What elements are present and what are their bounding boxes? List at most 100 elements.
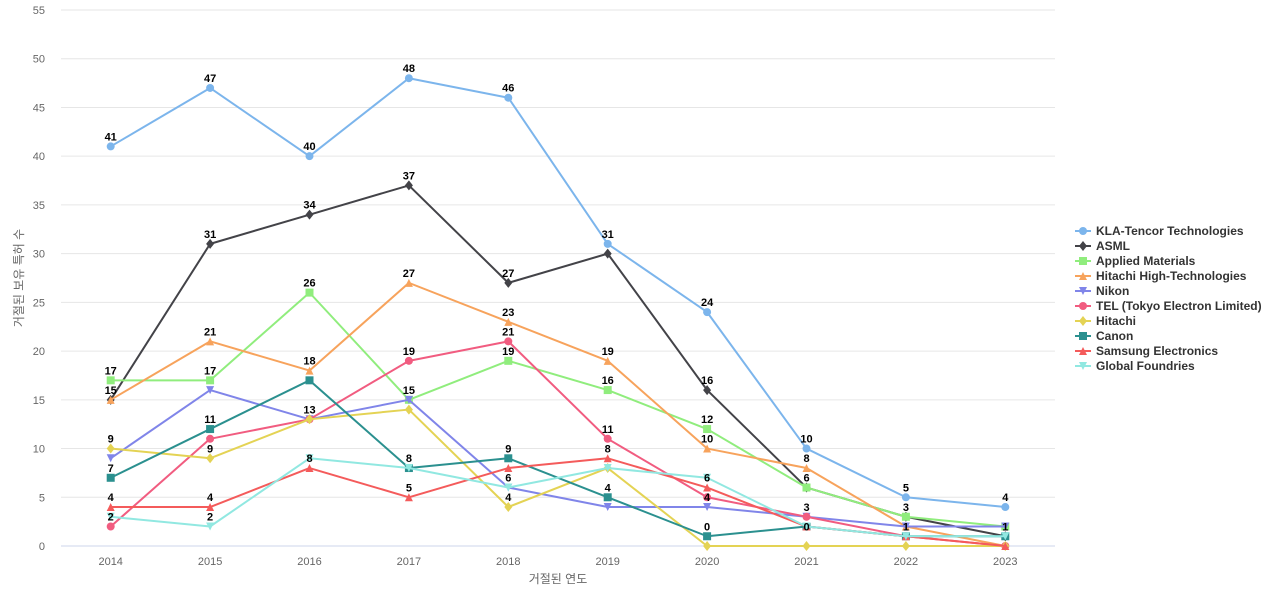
data-point (603, 464, 612, 473)
y-tick-label: 0 (39, 541, 45, 553)
data-point (703, 385, 712, 396)
x-axis-title: 거절된 연도 (529, 572, 588, 586)
legend-label: Hitachi High-Technologies (1096, 269, 1247, 283)
data-label: 41 (105, 131, 117, 143)
data-label: 2 (108, 512, 114, 524)
data-label: 8 (605, 443, 611, 455)
legend-item[interactable]: Global Foundries (1075, 359, 1195, 373)
data-label: 4 (108, 492, 115, 504)
y-tick-label: 45 (33, 102, 45, 114)
legend-item[interactable]: KLA-Tencor Technologies (1075, 224, 1244, 238)
data-label: 31 (204, 229, 216, 241)
legend-item[interactable]: Hitachi (1075, 314, 1136, 328)
data-point (703, 493, 712, 502)
data-label: 37 (403, 170, 415, 182)
data-point (404, 493, 413, 502)
data-point (703, 503, 712, 512)
legend-item[interactable]: Samsung Electronics (1075, 344, 1218, 358)
data-label: 4 (1002, 492, 1009, 504)
legend-item[interactable]: TEL (Tokyo Electron Limited) (1075, 299, 1262, 313)
data-label: 7 (108, 463, 114, 475)
data-point (603, 454, 612, 463)
data-point (206, 522, 215, 531)
y-tick-label: 5 (39, 492, 45, 504)
x-tick-label: 2018 (496, 556, 520, 568)
y-tick-label: 40 (33, 151, 45, 163)
legend-item[interactable]: ASML (1075, 239, 1130, 253)
data-label: 8 (406, 453, 412, 465)
data-point (1001, 542, 1010, 550)
data-label: 4 (207, 492, 214, 504)
legend-item[interactable]: Applied Materials (1075, 254, 1196, 268)
data-label: 0 (704, 521, 710, 533)
data-label: 27 (403, 268, 415, 280)
y-tick-label: 10 (33, 444, 45, 456)
x-axis-ticks: 2014 2015 2016 2017 2018 2019 2020 2021 2022 2023 (98, 556, 1017, 568)
data-label: 21 (204, 326, 216, 338)
x-tick-label: 2019 (595, 556, 619, 568)
data-point (901, 541, 910, 551)
data-point (603, 248, 612, 259)
data-point (206, 337, 215, 346)
legend-label: Samsung Electronics (1096, 344, 1218, 358)
data-point (603, 434, 612, 443)
data-point (603, 239, 612, 248)
data-label: 8 (306, 453, 312, 465)
data-label: 2 (207, 512, 213, 524)
series-line (110, 408, 1006, 547)
data-point (106, 522, 115, 531)
data-point (106, 454, 115, 463)
data-point (206, 503, 215, 512)
data-point (206, 453, 215, 464)
data-label: 27 (502, 268, 514, 280)
y-tick-label: 30 (33, 249, 45, 261)
series-line (110, 77, 1006, 509)
legend-item[interactable]: Nikon (1075, 284, 1129, 298)
data-point (404, 180, 413, 191)
data-label: 8 (803, 453, 809, 465)
data-point (703, 532, 712, 541)
data-point (305, 454, 314, 463)
data-label: 19 (403, 346, 415, 358)
data-point (404, 356, 413, 365)
data-point (703, 444, 712, 453)
legend-symbol (1079, 316, 1087, 326)
data-point (404, 404, 413, 415)
legend-symbol (1079, 347, 1087, 355)
data-point (106, 142, 115, 151)
data-point (305, 209, 314, 220)
legend-label: Canon (1096, 329, 1133, 343)
data-point (703, 483, 712, 492)
data-point (504, 502, 513, 513)
legend-symbol (1079, 362, 1087, 370)
data-point (1001, 503, 1010, 512)
data-point (1001, 532, 1010, 541)
data-point (206, 376, 215, 385)
legend-symbol (1079, 241, 1087, 251)
data-label: 15 (105, 385, 117, 397)
series-line (110, 379, 1006, 538)
x-tick-label: 2021 (794, 556, 818, 568)
data-label: 3 (803, 502, 809, 514)
data-point (404, 395, 413, 404)
data-label: 10 (701, 434, 713, 446)
series-8 (106, 376, 1010, 541)
legend-item[interactable]: Hitachi High-Technologies (1075, 269, 1247, 283)
series-line (109, 184, 1006, 538)
data-point (106, 512, 115, 521)
data-point (106, 473, 115, 482)
data-label: 9 (207, 443, 213, 455)
legend-label: Hitachi (1096, 314, 1136, 328)
data-label: 0 (803, 521, 809, 533)
x-tick-label: 2020 (695, 556, 719, 568)
data-point (106, 503, 115, 512)
data-label: 11 (204, 414, 216, 426)
series-line (110, 457, 1006, 538)
legend-item[interactable]: Canon (1075, 329, 1133, 343)
y-tick-label: 15 (33, 395, 45, 407)
data-point (603, 503, 612, 512)
data-point (901, 532, 910, 541)
data-point (106, 395, 115, 404)
